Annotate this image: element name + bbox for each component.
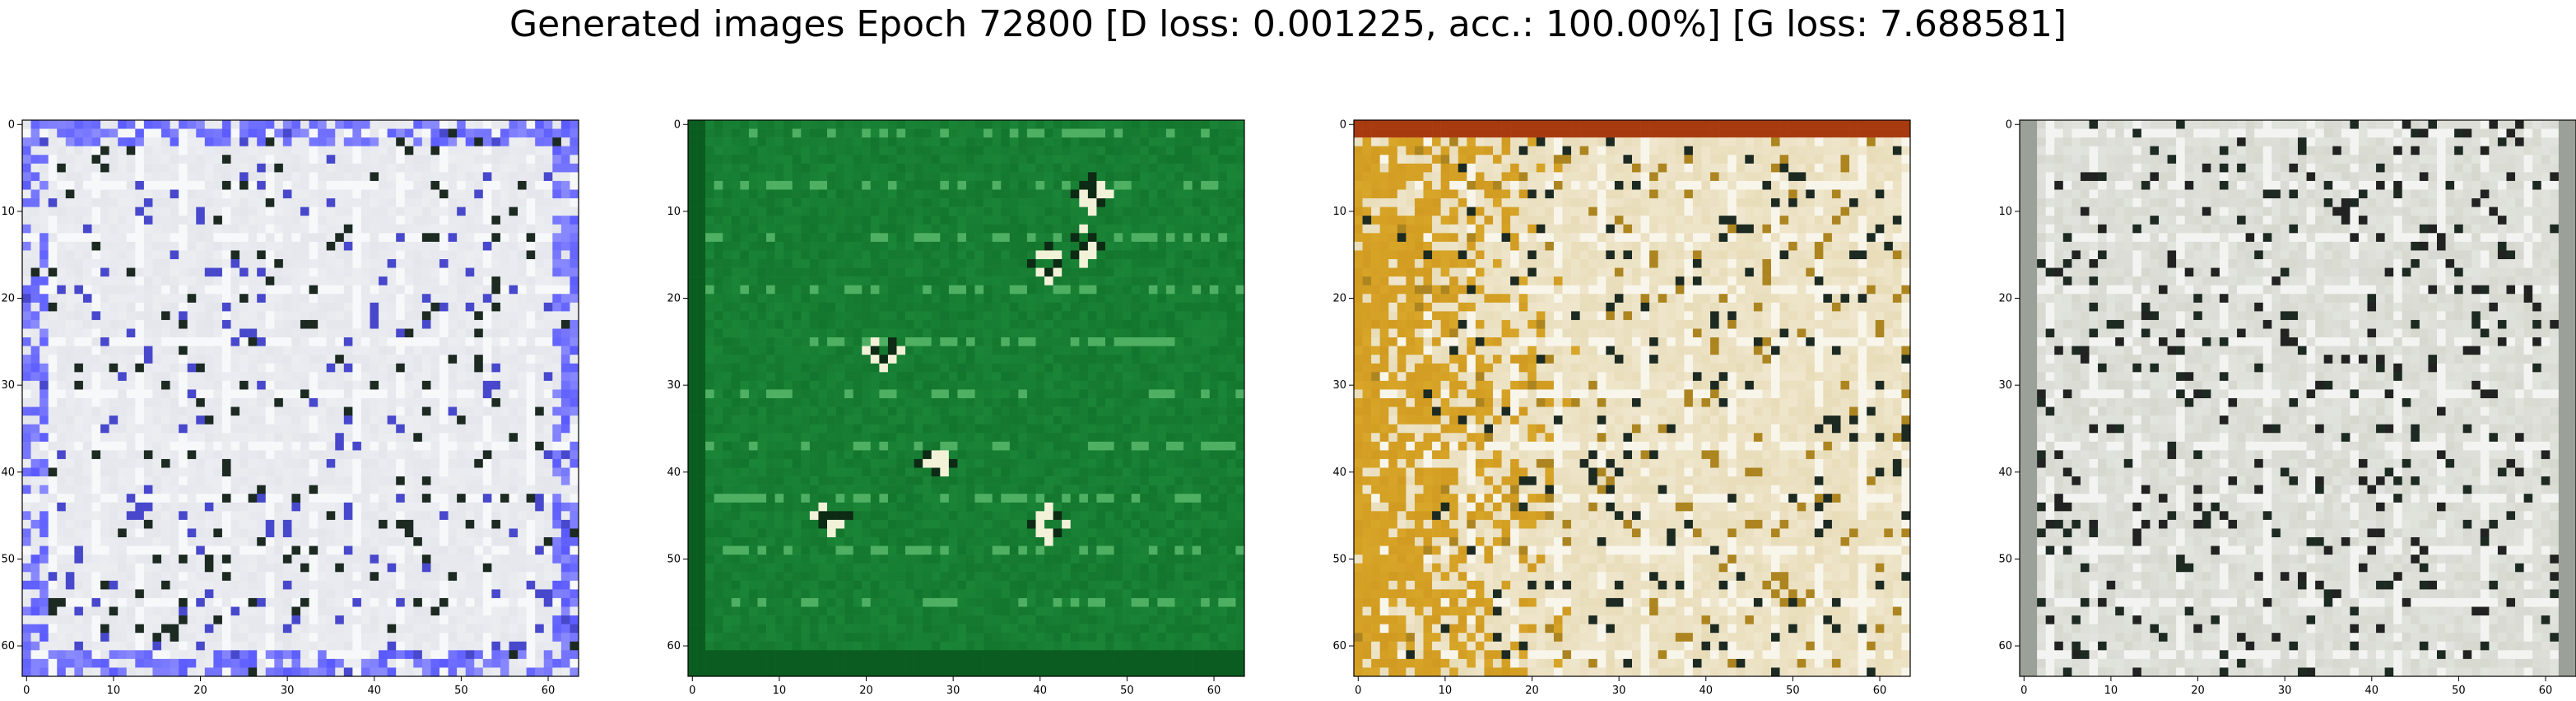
y-tick-label: 0 (1340, 118, 1346, 131)
y-tick-label: 40 (1998, 467, 2012, 479)
figure-title: Generated images Epoch 72800 [D loss: 0.… (0, 0, 2576, 49)
y-tick-label: 40 (667, 467, 681, 479)
y-tick-label: 40 (1332, 467, 1346, 479)
y-tick-label: 50 (667, 553, 681, 565)
y-tick-label: 60 (1, 640, 15, 652)
y-tick-label: 40 (1, 467, 15, 479)
y-tick-label: 60 (667, 640, 681, 652)
y-tick-label: 10 (1332, 206, 1346, 218)
y-tick-label: 30 (1998, 379, 2012, 392)
y-tick-label: 20 (1332, 293, 1346, 305)
y-tick-label: 10 (1998, 206, 2012, 218)
y-tick-label: 20 (1, 293, 15, 305)
y-tick-label: 0 (674, 118, 681, 131)
image-pixels (688, 120, 1244, 676)
y-tick-label: 30 (1, 379, 15, 392)
y-tick-label: 10 (1, 206, 15, 218)
y-tick-label: 50 (1998, 553, 2012, 565)
y-tick-label: 50 (1, 553, 15, 565)
y-tick-label: 20 (1998, 293, 2012, 305)
y-tick-label: 30 (1332, 379, 1346, 392)
image-pixels (1354, 120, 1910, 676)
y-tick-label: 60 (1998, 640, 2012, 652)
y-tick-label: 50 (1332, 553, 1346, 565)
y-tick-label: 0 (8, 118, 15, 131)
image-pixels (22, 120, 579, 676)
y-tick-label: 0 (2006, 118, 2012, 131)
y-tick-label: 60 (1332, 640, 1346, 652)
y-tick-label: 10 (667, 206, 681, 218)
image-pixels (2020, 120, 2576, 676)
y-tick-label: 20 (667, 293, 681, 305)
y-tick-label: 30 (667, 379, 681, 392)
